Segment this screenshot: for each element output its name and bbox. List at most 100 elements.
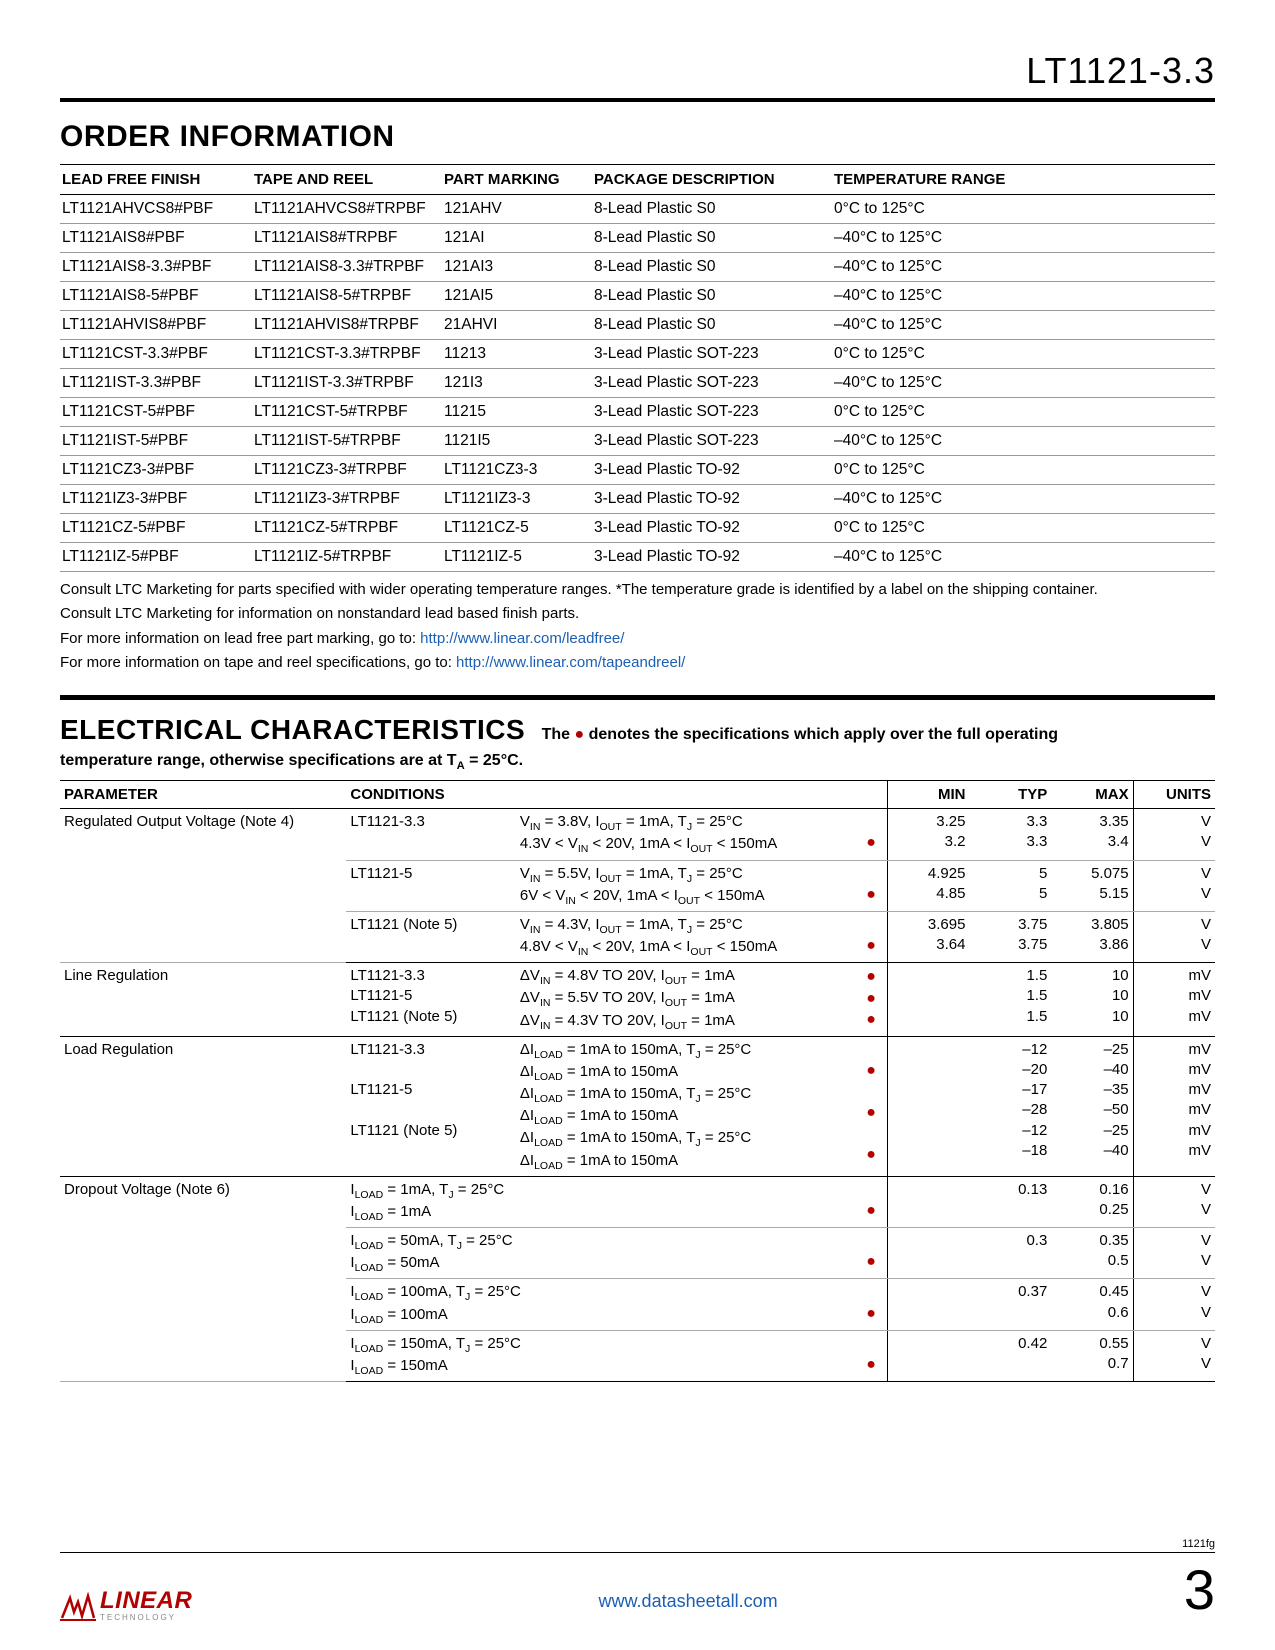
dot: ●: [855, 860, 888, 911]
typ: 0.3: [969, 1228, 1051, 1279]
table-cell: LT1121AHVIS8#TRPBF: [250, 311, 440, 340]
website-link[interactable]: www.datasheetall.com: [192, 1591, 1184, 1612]
table-cell: 0°C to 125°C: [830, 456, 1215, 485]
cond1: LT1121-3.3: [346, 809, 516, 860]
units: VV: [1133, 1279, 1215, 1330]
table-cell: 8-Lead Plastic S0: [590, 282, 830, 311]
table-cell: LT1121CZ3-3#PBF: [60, 456, 250, 485]
cond1: LT1121 (Note 5): [346, 911, 516, 962]
units: mVmVmV: [1133, 963, 1215, 1037]
table-cell: –40°C to 125°C: [830, 543, 1215, 572]
table-cell: LT1121IZ-5#TRPBF: [250, 543, 440, 572]
page-number: 3: [1184, 1557, 1215, 1622]
max: 0.350.5: [1051, 1228, 1133, 1279]
table-cell: 8-Lead Plastic S0: [590, 195, 830, 224]
cond2: VIN = 3.8V, IOUT = 1mA, TJ = 25°C4.3V < …: [516, 809, 855, 860]
col-dot: [855, 781, 888, 809]
table-cell: LT1121CST-3.3#TRPBF: [250, 340, 440, 369]
max: 5.0755.15: [1051, 860, 1133, 911]
tapereel-link[interactable]: http://www.linear.com/tapeandreel/: [456, 654, 685, 671]
table-cell: LT1121CZ-5#PBF: [60, 514, 250, 543]
table-cell: LT1121AIS8-3.3#PBF: [60, 253, 250, 282]
typ: 0.42: [969, 1330, 1051, 1381]
table-cell: LT1121AHVIS8#PBF: [60, 311, 250, 340]
table-cell: 0°C to 125°C: [830, 340, 1215, 369]
table-cell: LT1121CZ-5: [440, 514, 590, 543]
max: 0.160.25: [1051, 1176, 1133, 1227]
dot: ●: [855, 1279, 888, 1330]
col-typ: TYP: [969, 781, 1051, 809]
cond: ILOAD = 150mA, TJ = 25°CILOAD = 150mA: [346, 1330, 855, 1381]
table-cell: –40°C to 125°C: [830, 224, 1215, 253]
table-cell: LT1121AHVCS8#PBF: [60, 195, 250, 224]
table-row: LT1121IZ3-3#PBFLT1121IZ3-3#TRPBFLT1121IZ…: [60, 485, 1215, 514]
cond: ILOAD = 100mA, TJ = 25°CILOAD = 100mA: [346, 1279, 855, 1330]
table-row: LT1121IZ-5#PBFLT1121IZ-5#TRPBFLT1121IZ-5…: [60, 543, 1215, 572]
max: 3.353.4: [1051, 809, 1133, 860]
table-row: LT1121IST-5#PBFLT1121IST-5#TRPBF1121I53-…: [60, 427, 1215, 456]
typ: 0.13: [969, 1176, 1051, 1227]
table-cell: –40°C to 125°C: [830, 282, 1215, 311]
note: For more information on lead free part m…: [60, 629, 1215, 649]
table-cell: LT1121AIS8-5#TRPBF: [250, 282, 440, 311]
table-cell: LT1121CZ3-3: [440, 456, 590, 485]
table-cell: 11213: [440, 340, 590, 369]
table-cell: LT1121AHVCS8#TRPBF: [250, 195, 440, 224]
table-cell: 121AI3: [440, 253, 590, 282]
param: Line Regulation: [60, 963, 346, 1037]
table-cell: 0°C to 125°C: [830, 195, 1215, 224]
typ: 3.753.75: [969, 911, 1051, 962]
param: Regulated Output Voltage (Note 4): [60, 809, 346, 963]
dot: ●: [855, 1228, 888, 1279]
note: Consult LTC Marketing for information on…: [60, 604, 1215, 624]
table-row: LT1121AHVIS8#PBFLT1121AHVIS8#TRPBF21AHVI…: [60, 311, 1215, 340]
table-cell: 0°C to 125°C: [830, 514, 1215, 543]
max: 0.550.7: [1051, 1330, 1133, 1381]
min: 4.9254.85: [888, 860, 970, 911]
table-cell: 121I3: [440, 369, 590, 398]
col-conditions: CONDITIONS: [346, 781, 855, 809]
rule: [60, 695, 1215, 700]
param: Dropout Voltage (Note 6): [60, 1176, 346, 1381]
table-row: LT1121AHVCS8#PBFLT1121AHVCS8#TRPBF121AHV…: [60, 195, 1215, 224]
table-cell: LT1121CST-3.3#PBF: [60, 340, 250, 369]
dot: ●●●: [855, 1036, 888, 1176]
table-row: LT1121CST-5#PBFLT1121CST-5#TRPBF112153-L…: [60, 398, 1215, 427]
table-cell: 3-Lead Plastic SOT-223: [590, 398, 830, 427]
table-row: LT1121AIS8#PBFLT1121AIS8#TRPBF121AI8-Lea…: [60, 224, 1215, 253]
table-cell: 8-Lead Plastic S0: [590, 253, 830, 282]
typ: 0.37: [969, 1279, 1051, 1330]
min: [888, 1036, 970, 1176]
elec-table: PARAMETER CONDITIONS MIN TYP MAX UNITS R…: [60, 780, 1215, 1382]
col-parameter: PARAMETER: [60, 781, 346, 809]
units: VV: [1133, 860, 1215, 911]
min: 3.253.2: [888, 809, 970, 860]
dot: ●●●: [855, 963, 888, 1037]
table-cell: 11215: [440, 398, 590, 427]
table-cell: –40°C to 125°C: [830, 369, 1215, 398]
table-cell: LT1121CZ-5#TRPBF: [250, 514, 440, 543]
elec-title: ELECTRICAL CHARACTERISTICS: [60, 714, 525, 745]
table-row: LT1121AIS8-3.3#PBFLT1121AIS8-3.3#TRPBF12…: [60, 253, 1215, 282]
table-cell: 21AHVI: [440, 311, 590, 340]
min: [888, 1228, 970, 1279]
order-col: TEMPERATURE RANGE: [830, 165, 1215, 195]
cond: ILOAD = 1mA, TJ = 25°CILOAD = 1mA: [346, 1176, 855, 1227]
units: VV: [1133, 1330, 1215, 1381]
order-col: PACKAGE DESCRIPTION: [590, 165, 830, 195]
footer: 1121fg LINEAR TECHNOLOGY www.datasheetal…: [60, 1538, 1215, 1622]
table-cell: LT1121AIS8#TRPBF: [250, 224, 440, 253]
typ: 3.33.3: [969, 809, 1051, 860]
typ: –12–20–17–28–12–18: [969, 1036, 1051, 1176]
cond1: LT1121-3.3LT1121-5LT1121 (Note 5): [346, 963, 516, 1037]
units: mVmVmVmVmVmV: [1133, 1036, 1215, 1176]
table-cell: 3-Lead Plastic SOT-223: [590, 369, 830, 398]
table-cell: LT1121IZ3-3#PBF: [60, 485, 250, 514]
table-cell: 3-Lead Plastic SOT-223: [590, 427, 830, 456]
table-cell: LT1121IST-5#TRPBF: [250, 427, 440, 456]
dot: ●: [855, 911, 888, 962]
table-cell: 3-Lead Plastic SOT-223: [590, 340, 830, 369]
min: [888, 963, 970, 1037]
units: VV: [1133, 911, 1215, 962]
leadfree-link[interactable]: http://www.linear.com/leadfree/: [420, 630, 624, 647]
